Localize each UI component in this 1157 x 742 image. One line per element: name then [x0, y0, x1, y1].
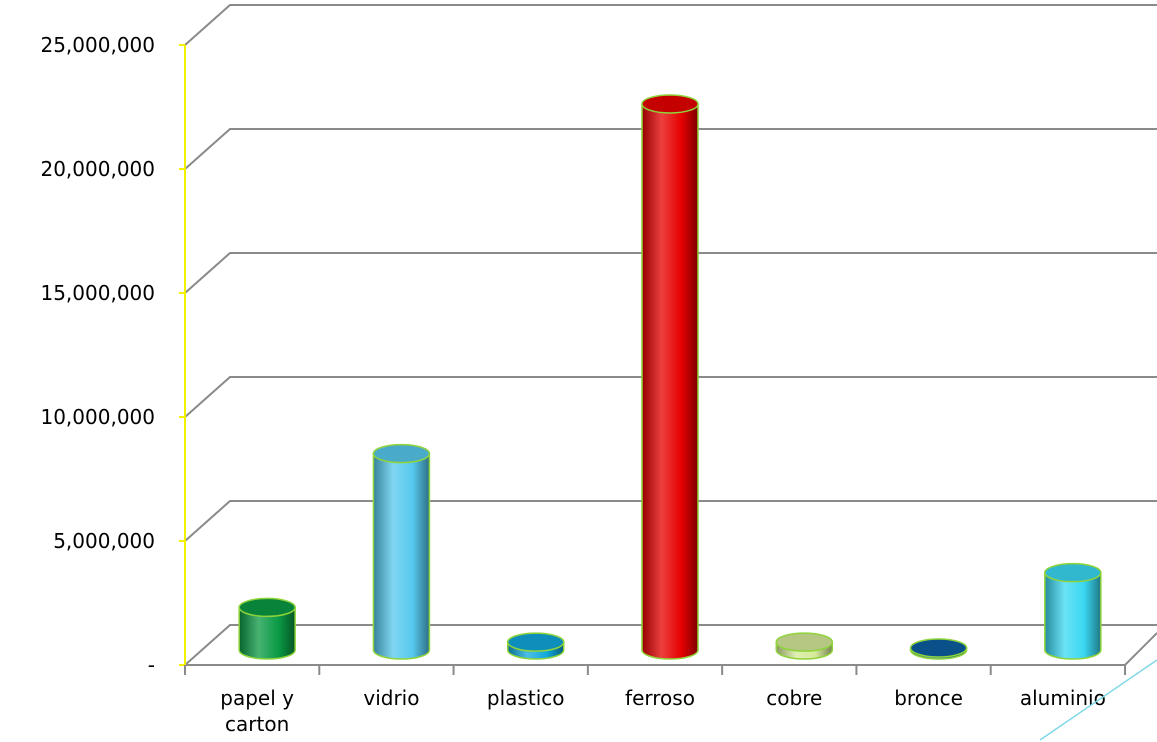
gridline	[184, 500, 1157, 542]
bar-top	[238, 597, 296, 618]
bar-ferroso	[641, 94, 699, 660]
x-tick-label: vidrio	[363, 686, 419, 710]
x-tick-label: aluminio	[1020, 686, 1106, 710]
bar-top	[909, 638, 968, 658]
y-tick-label: -	[148, 653, 155, 677]
y-tick-label: 10,000,000	[40, 405, 155, 429]
gridline	[184, 4, 1157, 46]
bar-top	[775, 632, 834, 652]
x-tick-label: cobre	[766, 686, 822, 710]
gridlines	[184, 4, 1157, 666]
bar-top	[372, 443, 431, 464]
bar-body	[641, 103, 699, 660]
bar-aluminio	[1044, 562, 1102, 660]
bar-top	[506, 632, 565, 652]
x-tick-label: ferroso	[625, 686, 695, 710]
x-tick-label: papel y carton	[220, 686, 294, 736]
bar-cobre	[775, 632, 834, 660]
y-tick-label: 25,000,000	[40, 33, 155, 57]
bar-top	[641, 94, 699, 114]
labels: - 5,000,000 10,000,000 15,000,000 20,000,000…	[40, 33, 1105, 736]
bar-body	[1044, 571, 1102, 660]
bar-top	[1044, 562, 1102, 583]
y-tick-label: 5,000,000	[53, 529, 155, 553]
bar-body	[372, 452, 431, 660]
gridline	[184, 128, 1157, 170]
gridline	[184, 376, 1157, 418]
gridline	[184, 252, 1157, 294]
bar-vidrio	[372, 443, 431, 660]
x-tick-label: bronce	[894, 686, 963, 710]
axes	[179, 44, 1157, 675]
bar-body	[238, 606, 296, 660]
y-tick-label: 20,000,000	[40, 157, 155, 181]
gridline	[184, 624, 1157, 666]
decorative-diagonal-line	[1039, 659, 1157, 741]
bar-plastico	[506, 632, 565, 660]
bar-bronce	[909, 638, 968, 660]
bars	[238, 94, 1102, 660]
y-tick-label: 15,000,000	[40, 281, 155, 305]
bar-papel-y-carton	[238, 597, 296, 660]
x-tick-label: plastico	[487, 686, 565, 710]
